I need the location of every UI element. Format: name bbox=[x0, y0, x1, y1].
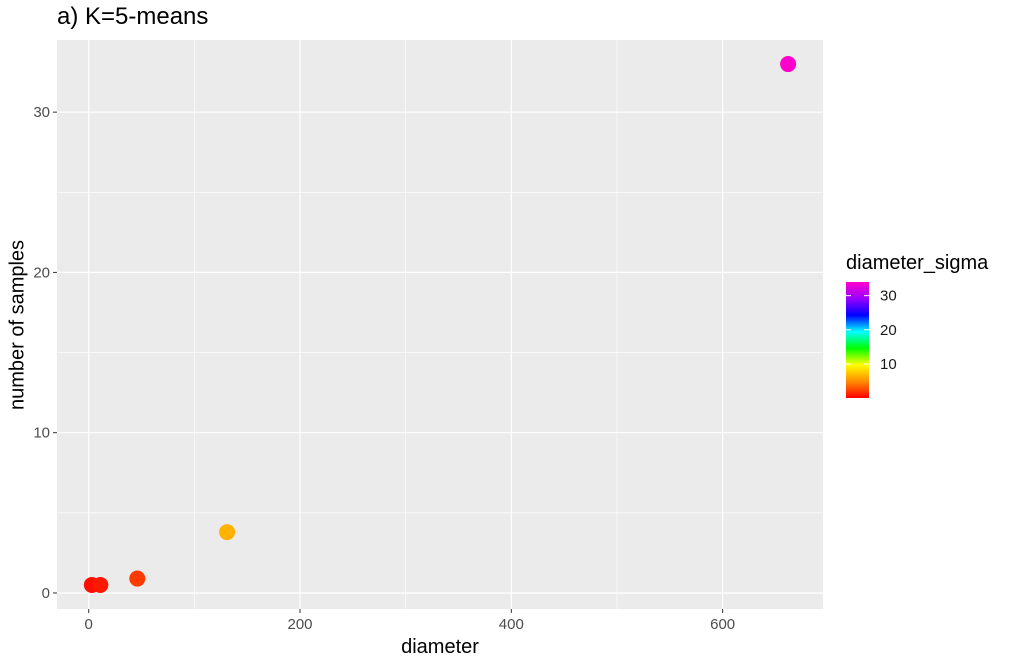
colorbar-tick-label: 10 bbox=[880, 356, 897, 373]
colorbar-tick-label: 20 bbox=[880, 322, 897, 339]
grid-minor bbox=[57, 40, 823, 609]
y-axis-label: number of samples bbox=[6, 239, 29, 411]
x-axis-label: diameter bbox=[401, 636, 479, 658]
scatter-point bbox=[129, 570, 146, 587]
scatter-point bbox=[780, 56, 797, 73]
x-tick-label: 600 bbox=[710, 616, 735, 633]
y-tick-label: 0 bbox=[42, 585, 50, 602]
y-axis: 0 10 20 30 bbox=[33, 104, 57, 602]
colorbar-tick-label: 30 bbox=[880, 288, 897, 305]
grid-major bbox=[57, 40, 823, 609]
scatter-point bbox=[92, 576, 109, 593]
colorbar bbox=[846, 282, 869, 398]
data-points bbox=[83, 56, 797, 593]
y-tick-label: 30 bbox=[33, 104, 50, 121]
x-tick-label: 200 bbox=[287, 616, 312, 633]
x-tick-label: 400 bbox=[499, 616, 524, 633]
y-tick-label: 20 bbox=[33, 264, 50, 281]
colorbar-legend: 10 20 30 bbox=[846, 282, 897, 398]
y-tick-label: 10 bbox=[33, 425, 50, 442]
legend-title: diameter_sigma bbox=[846, 252, 989, 274]
x-axis: 0 200 400 600 bbox=[85, 609, 735, 633]
scatter-point bbox=[219, 524, 236, 541]
plot-panel bbox=[57, 40, 823, 609]
chart-title: a) K=5-means bbox=[57, 3, 209, 30]
x-tick-label: 0 bbox=[85, 616, 93, 633]
